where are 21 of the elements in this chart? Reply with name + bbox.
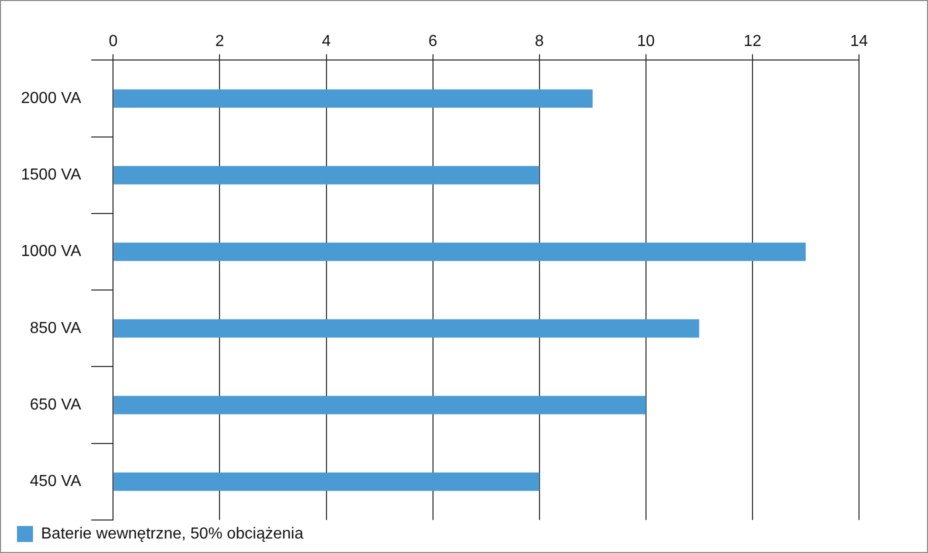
x-tick-label: 14 xyxy=(850,33,868,50)
y-tick-label: 850 VA xyxy=(30,320,82,337)
bar xyxy=(114,319,700,338)
x-tick-label: 0 xyxy=(108,33,118,50)
y-tick-label: 650 VA xyxy=(30,396,82,414)
bar xyxy=(114,242,806,261)
legend-label: Baterie wewnętrzne, 50% obciążenia xyxy=(41,525,304,542)
y-tick-label: 2000 VA xyxy=(20,90,82,107)
y-tick-label: 450 VA xyxy=(30,473,82,490)
y-tick-label: 1000 VA xyxy=(20,243,82,260)
x-tick-label: 10 xyxy=(637,33,655,50)
x-tick-label: 6 xyxy=(428,33,438,50)
bar xyxy=(114,396,646,414)
bar xyxy=(114,166,540,184)
x-tick-label: 12 xyxy=(744,33,762,50)
y-tick-label: 1500 VA xyxy=(20,166,82,184)
x-tick-label: 4 xyxy=(322,33,331,50)
x-tick-label: 2 xyxy=(215,33,224,50)
bar xyxy=(114,89,593,108)
bar xyxy=(114,472,540,491)
x-tick-label: 8 xyxy=(534,33,544,50)
